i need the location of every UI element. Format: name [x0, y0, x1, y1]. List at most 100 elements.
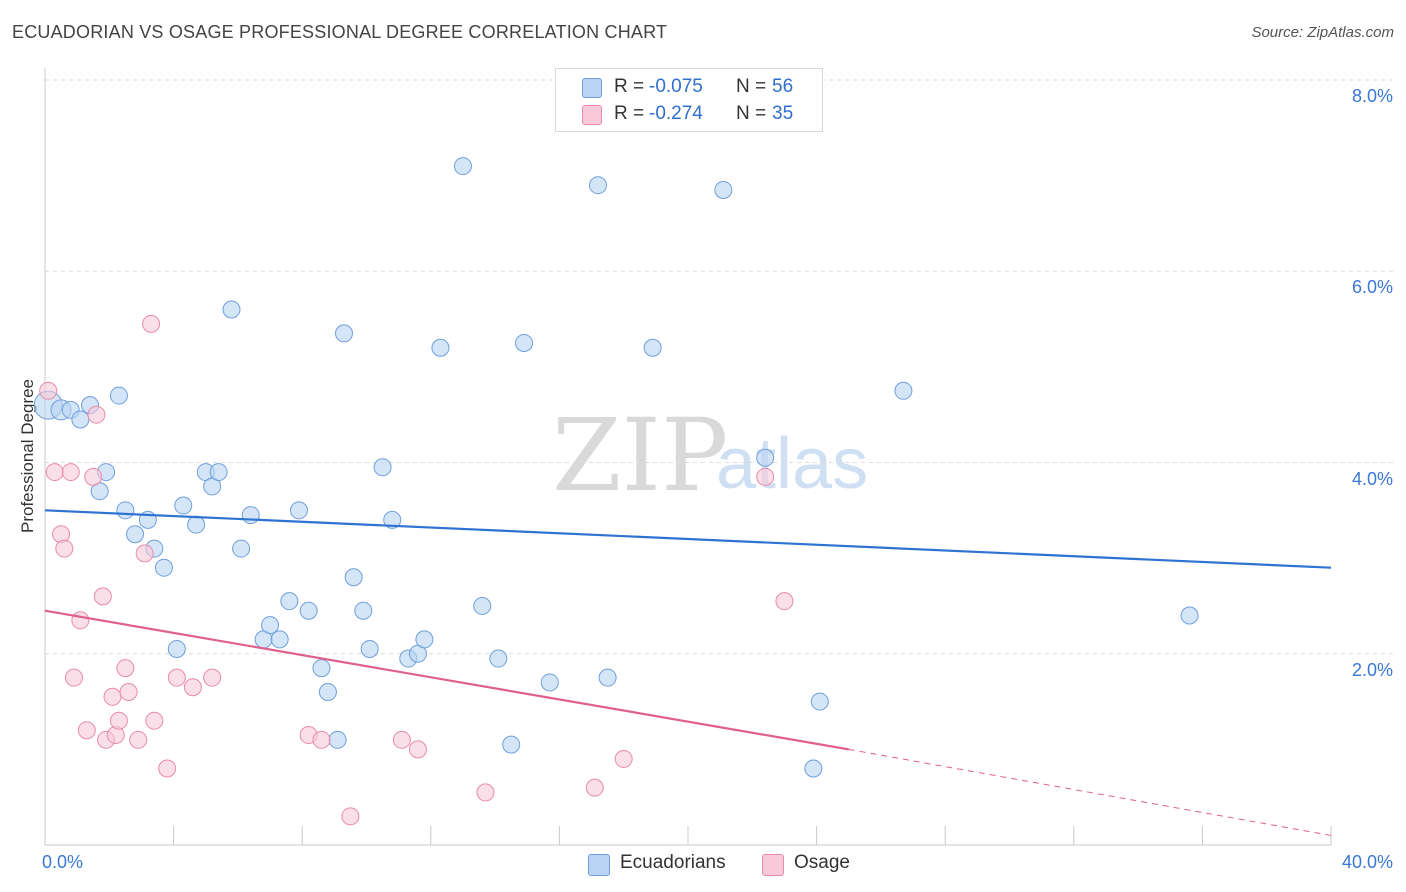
- osage-point: [145, 711, 164, 730]
- osage-point: [71, 611, 90, 630]
- osage-trendline: [44, 609, 849, 751]
- legend-n-label: N =: [736, 76, 767, 97]
- legend-n-value: 35: [772, 103, 794, 124]
- bottom-legend-label: Osage: [794, 852, 850, 873]
- osage-point: [135, 544, 154, 563]
- ecuadorian-point: [270, 630, 289, 649]
- osage-point: [119, 683, 138, 701]
- osage-point: [55, 539, 74, 558]
- legend-r-value: -0.075: [649, 76, 703, 97]
- ecuadorian-point: [109, 386, 128, 405]
- ecuadorian-point: [312, 659, 331, 678]
- osage-point: [183, 678, 202, 697]
- watermark-zip: ZIP: [552, 397, 728, 514]
- osage-point: [341, 807, 360, 826]
- ecuadorian-point: [1180, 606, 1199, 625]
- watermark-atlas: atlas: [716, 424, 868, 504]
- osage-point: [109, 711, 128, 730]
- ecuadorian-point: [187, 515, 206, 534]
- source-credit: Source: ZipAtlas.com: [1251, 24, 1394, 41]
- legend-n-label: N =: [736, 103, 767, 124]
- osage-point: [84, 467, 103, 486]
- osage-point: [64, 668, 83, 687]
- ecuadorian-point: [643, 338, 662, 357]
- bottom-legend-swatch-pink: [762, 854, 784, 876]
- osage-point: [39, 381, 58, 400]
- osage-point: [158, 759, 177, 778]
- x-tick-label-min: 0.0%: [42, 852, 84, 872]
- osage-point: [87, 405, 106, 424]
- ecuadorian-point: [810, 692, 829, 711]
- ecuadorian-point: [261, 616, 280, 635]
- x-tick-label-max: 40.0%: [1341, 852, 1393, 872]
- bottom-legend-label: Ecuadorians: [620, 852, 726, 873]
- legend-r-label: R =: [614, 76, 645, 97]
- osage-point: [775, 592, 794, 611]
- osage-point: [476, 783, 495, 802]
- ecuadorian-point: [174, 496, 193, 515]
- ecuadorian-point: [415, 630, 434, 649]
- ecuadorian-point: [209, 463, 228, 482]
- ecuadorian-point: [328, 730, 347, 749]
- ecuadorian-point: [360, 639, 379, 658]
- ecuadorian-point: [299, 601, 318, 620]
- ecuadorian-point: [373, 458, 392, 477]
- osage-point: [61, 463, 80, 482]
- y-tick-label: 4.0%: [1351, 468, 1393, 489]
- ecuadorian-point: [714, 180, 733, 199]
- y-tick-label: 8.0%: [1351, 86, 1393, 106]
- ecuadorian-point: [756, 448, 775, 467]
- osage-point: [312, 730, 331, 749]
- osage-point: [756, 467, 775, 486]
- ecuadorian-point: [289, 501, 308, 520]
- ecuadorian-point: [334, 324, 353, 343]
- ecuadorian-point: [588, 176, 607, 195]
- trend-layer: [44, 509, 1332, 836]
- legend-n-value: 56: [772, 76, 794, 97]
- y-tick-label: 2.0%: [1351, 659, 1393, 680]
- ecuadorian-point: [222, 300, 241, 319]
- legend-swatch-pink: [582, 105, 602, 125]
- axis-layer: [44, 68, 1332, 846]
- osage-point: [77, 721, 96, 740]
- ecuadorian-point: [167, 639, 186, 658]
- ecuadorian-trendline: [44, 509, 1332, 569]
- ecuadorian-point: [894, 381, 913, 400]
- ecuadorian-point: [318, 683, 337, 701]
- y-tick-label: 6.0%: [1351, 277, 1393, 298]
- ecuadorian-point: [473, 596, 492, 615]
- legend-r-label: R =: [614, 103, 645, 124]
- ecuadorian-point: [241, 506, 260, 525]
- points-layer: [33, 157, 1199, 826]
- grid-layer: [45, 79, 1393, 655]
- ecuadorian-point: [154, 558, 173, 577]
- ecuadorian-point: [126, 525, 145, 544]
- legend-r-value: -0.274: [649, 103, 703, 124]
- ecuadorian-point: [116, 501, 135, 520]
- ecuadorian-point: [383, 510, 402, 529]
- osage-point: [614, 749, 633, 768]
- osage-point: [116, 659, 135, 678]
- ecuadorian-point: [515, 333, 534, 352]
- osage-trendline-extension: [848, 748, 1332, 836]
- ecuadorian-point: [489, 649, 508, 668]
- ecuadorian-point: [453, 157, 472, 176]
- correlation-legend: R = -0.075 N = 56 R = -0.274 N = 35: [555, 68, 823, 132]
- osage-point: [167, 668, 186, 687]
- ecuadorian-point: [354, 601, 373, 620]
- osage-point: [45, 463, 64, 482]
- osage-point: [129, 730, 148, 749]
- osage-point: [142, 314, 161, 333]
- ecuadorian-point: [804, 759, 823, 778]
- ecuadorian-point: [280, 592, 299, 611]
- ecuadorian-point: [502, 735, 521, 754]
- ecuadorian-point: [540, 673, 559, 692]
- osage-point: [103, 687, 122, 706]
- ecuadorian-point: [431, 338, 450, 357]
- ecuadorian-point: [232, 539, 251, 558]
- legend-swatch-blue: [582, 78, 602, 98]
- ecuadorian-point: [71, 410, 90, 429]
- osage-point: [203, 668, 222, 687]
- osage-point: [408, 740, 427, 759]
